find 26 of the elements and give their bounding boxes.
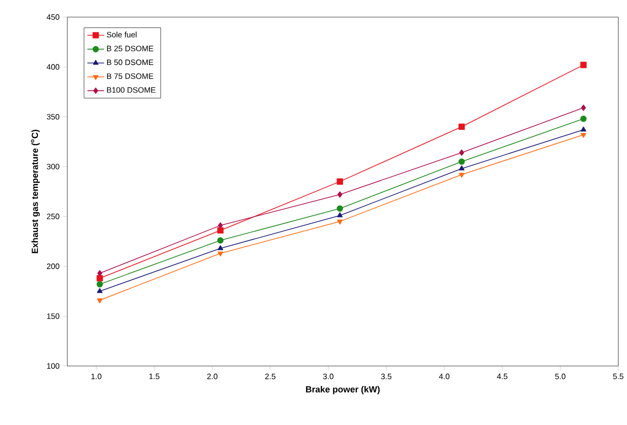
x-axis-title: Brake power (kW) [306,386,380,394]
point [337,220,343,225]
point [337,191,342,198]
point [581,104,586,112]
y-axis-title: Exhaust gas temperature ($^{o}$C) [30,130,40,254]
point [218,252,224,257]
point [96,275,103,282]
point [458,124,465,130]
point [218,245,224,250]
point [458,158,465,165]
point [96,298,103,304]
point [580,62,587,68]
point [336,205,344,212]
point [459,150,464,156]
point [458,172,464,178]
point [218,222,223,229]
point [458,166,464,170]
point [336,178,344,185]
point [97,270,102,277]
point [580,133,586,138]
point [580,126,586,132]
point [580,116,587,122]
point [217,237,224,244]
point [96,281,103,288]
point [96,288,103,294]
point [337,212,343,218]
